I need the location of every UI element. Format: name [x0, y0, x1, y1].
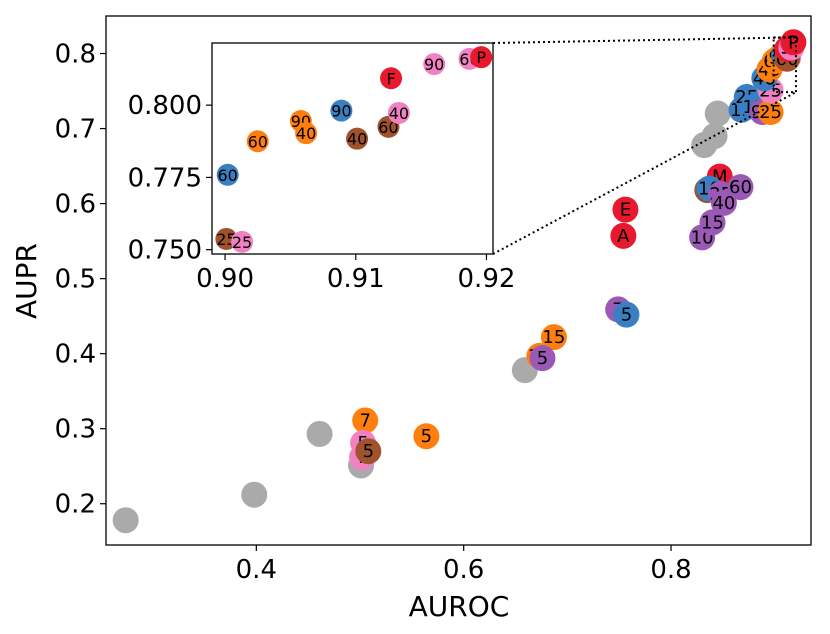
main-point-label: 15 — [542, 327, 565, 348]
main-point — [529, 345, 556, 372]
main-point-label: 5 — [537, 348, 548, 369]
inset-point-label: 40 — [389, 104, 409, 123]
inset-point-label: 90 — [331, 102, 351, 121]
y-axis-title: AUPR — [10, 243, 43, 319]
inset-point — [346, 127, 369, 150]
main-point — [780, 29, 807, 56]
zoom-connector-bottom — [492, 91, 797, 255]
main-point-label: 5 — [363, 441, 374, 462]
main-y-tick-label: 0.4 — [55, 340, 96, 370]
main-y-tick-label: 0.2 — [55, 490, 96, 520]
main-x-tick-label: 0.4 — [236, 555, 277, 585]
main-point-label: E — [620, 200, 631, 221]
inset-axis-ticks: 0.90 0.91 0.92 0.750 0.775 0.800 — [128, 91, 516, 294]
main-y-tick-label: 0.7 — [55, 115, 96, 145]
zoom-connector-top — [492, 36, 796, 44]
inset-point-label: 90 — [424, 55, 444, 74]
inset-point — [216, 163, 239, 186]
main-point — [613, 301, 640, 328]
inset-axes-frame — [211, 42, 494, 255]
x-axis-title: AUROC — [409, 590, 510, 623]
main-point-label: 60 — [729, 177, 752, 198]
main-y-tick-label: 0.8 — [55, 40, 96, 70]
main-point — [306, 420, 333, 447]
inset-x-tick-label: 0.91 — [327, 264, 385, 294]
inset-point — [246, 130, 269, 153]
inset-y-tick-label: 0.775 — [128, 163, 202, 193]
inset-y-tick-label: 0.750 — [128, 236, 202, 266]
main-point-label: 25 — [759, 102, 782, 123]
inset-point-label: 60 — [218, 166, 238, 185]
inset-point-label: P — [476, 48, 486, 67]
inset-point-label: 40 — [347, 130, 367, 149]
inset-point — [423, 53, 446, 76]
main-point-label: A — [617, 226, 630, 247]
main-point — [710, 189, 737, 216]
inset-y-tick-label: 0.800 — [128, 91, 202, 121]
main-point — [413, 423, 440, 450]
inset-x-tick-label: 0.92 — [458, 264, 516, 294]
main-point-label: 40 — [712, 193, 735, 214]
main-point-label: 7 — [359, 410, 370, 431]
inset-point-label: 60 — [378, 118, 398, 137]
main-point — [352, 407, 379, 434]
main-point — [610, 222, 637, 249]
main-axes-frame — [105, 15, 812, 546]
main-point — [112, 507, 139, 534]
inset-point — [470, 46, 493, 69]
main-axis-ticks: 0.4 0.6 0.8 0.2 0.3 0.4 0.5 0.6 0.7 0.8 — [55, 40, 692, 585]
main-point — [612, 196, 639, 223]
main-x-tick-label: 0.8 — [650, 555, 691, 585]
main-point — [727, 174, 754, 201]
main-point — [540, 324, 567, 351]
inset-point-label: 60 — [248, 132, 268, 151]
inset-point — [295, 122, 318, 145]
inset-point-label: 40 — [296, 124, 316, 143]
inset-point — [380, 67, 403, 90]
main-point-label: 5 — [621, 305, 632, 326]
inset-point-label: 25 — [232, 233, 252, 252]
main-point — [355, 438, 382, 465]
inset-point — [387, 101, 410, 124]
main-y-tick-label: 0.5 — [55, 265, 96, 295]
main-x-tick-label: 0.6 — [443, 555, 484, 585]
main-point — [241, 481, 268, 508]
inset-point — [231, 230, 254, 253]
main-point-label: P — [788, 32, 799, 53]
inset-point-label: F — [386, 69, 395, 88]
inset-x-tick-label: 0.90 — [196, 264, 254, 294]
main-point — [757, 99, 784, 126]
main-point-label: 15 — [701, 212, 724, 233]
main-y-tick-label: 0.6 — [55, 190, 96, 220]
zoom-connector-lines — [492, 36, 797, 255]
inset-point — [330, 99, 353, 122]
main-point — [699, 209, 726, 236]
main-point — [704, 100, 731, 127]
main-y-tick-label: 0.3 — [55, 415, 96, 445]
main-point-label: 5 — [421, 426, 432, 447]
